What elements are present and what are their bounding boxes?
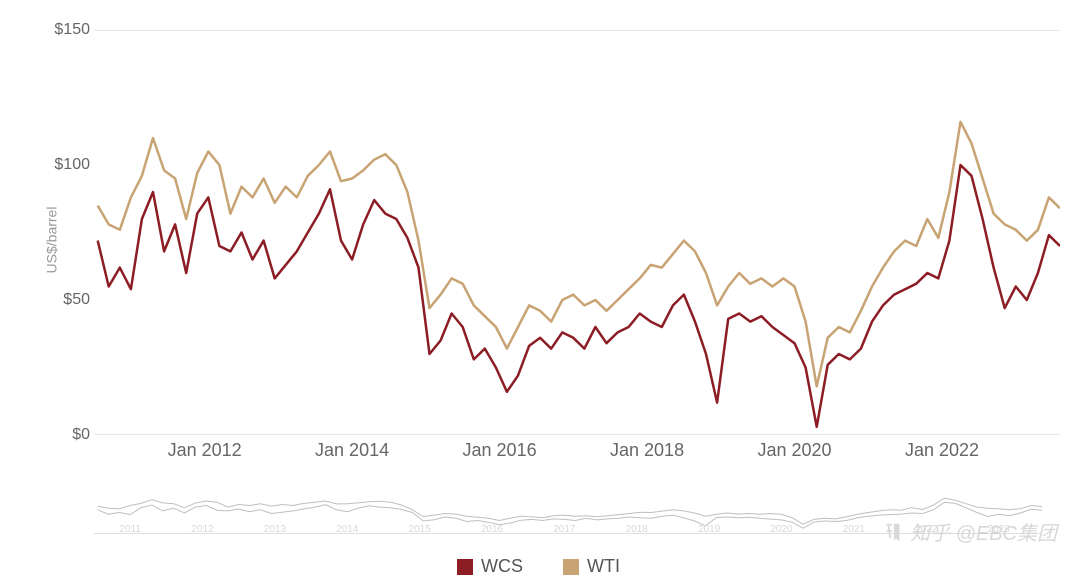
legend-item-wti: WTI	[563, 556, 620, 577]
series-line-wti	[98, 122, 1060, 387]
mini-year-label: 2017	[553, 524, 576, 534]
zhihu-icon	[882, 521, 904, 543]
legend-swatch-wcs	[457, 559, 473, 575]
mini-year-label: 2019	[698, 524, 721, 534]
mini-year-label: 2011	[119, 524, 141, 534]
y-tick-label: $100	[54, 156, 90, 174]
legend-item-wcs: WCS	[457, 556, 523, 577]
series-group	[98, 122, 1060, 427]
mini-labels-group: 2011 2012 2013 2014 2015 2016 2017 2018 2019 2020…	[119, 524, 1010, 534]
mini-year-label: 2015	[409, 524, 432, 534]
series-line-wcs	[98, 165, 1060, 427]
x-tick-label: Jan 2014	[315, 440, 389, 461]
mini-year-label: 2020	[770, 524, 793, 534]
x-tick-label: Jan 2020	[757, 440, 831, 461]
legend-swatch-wti	[563, 559, 579, 575]
mini-year-label: 2012	[191, 524, 214, 534]
legend-label-wti: WTI	[587, 556, 620, 577]
x-tick-label: Jan 2012	[168, 440, 242, 461]
legend-label-wcs: WCS	[481, 556, 523, 577]
main-chart	[94, 30, 1060, 435]
mini-year-label: 2018	[626, 524, 649, 534]
y-axis-label: US$/barrel	[43, 207, 59, 274]
y-tick-label: $0	[54, 426, 90, 444]
x-tick-label: Jan 2018	[610, 440, 684, 461]
mini-year-label: 2016	[481, 524, 504, 534]
y-tick-label: $150	[54, 21, 90, 39]
watermark-text: 知乎 @EBC集团	[910, 517, 1057, 546]
mini-year-label: 2013	[264, 524, 287, 534]
mini-year-label: 2014	[336, 524, 359, 534]
x-tick-label: Jan 2016	[463, 440, 537, 461]
mini-year-label: 2021	[843, 524, 866, 534]
chart-legend: WCS WTI	[0, 556, 1077, 577]
y-tick-label: $50	[54, 291, 90, 309]
watermark: 知乎 @EBC集团	[882, 517, 1057, 546]
x-tick-label: Jan 2022	[905, 440, 979, 461]
